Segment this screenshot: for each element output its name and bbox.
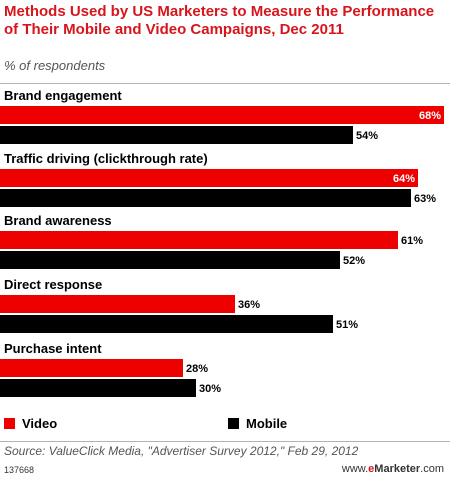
- value-label-video-direct-response: 36%: [238, 299, 260, 311]
- value-label-mobile-brand-engagement: 54%: [356, 130, 378, 142]
- bar-video-direct-response: [0, 295, 235, 313]
- category-label-brand-awareness: Brand awareness: [4, 213, 112, 228]
- bar-video-traffic-driving-clickthrough-rate: [0, 169, 418, 187]
- chart-legend: Video Mobile: [0, 414, 450, 434]
- source-note: Source: ValueClick Media, "Advertiser Su…: [4, 444, 359, 458]
- footer-divider: [0, 441, 450, 442]
- chart-subtitle: % of respondents: [4, 58, 106, 73]
- brand-prefix: www.: [341, 463, 369, 475]
- bar-mobile-traffic-driving-clickthrough-rate: [0, 189, 411, 207]
- value-label-mobile-direct-response: 51%: [336, 319, 358, 331]
- chart-title: Methods Used by US Marketers to Measure …: [4, 3, 435, 38]
- chart-id: 137668: [4, 465, 35, 475]
- legend-swatch-video: [4, 418, 15, 429]
- value-label-mobile-traffic-driving-clickthrough-rate: 63%: [414, 193, 436, 205]
- value-label-video-brand-awareness: 61%: [401, 235, 423, 247]
- brand-e: e: [368, 463, 375, 475]
- legend-label-video: Video: [22, 416, 58, 431]
- legend-label-mobile: Mobile: [246, 416, 288, 431]
- bar-video-purchase-intent: [0, 359, 183, 377]
- brand-name: Marketer: [374, 463, 421, 475]
- legend-swatch-mobile: [228, 418, 239, 429]
- bar-mobile-direct-response: [0, 315, 333, 333]
- bar-video-brand-engagement: [0, 106, 444, 124]
- bar-mobile-brand-engagement: [0, 126, 353, 144]
- category-label-brand-engagement: Brand engagement: [4, 88, 122, 103]
- bar-mobile-purchase-intent: [0, 379, 196, 397]
- category-label-traffic-driving-clickthrough-rate: Traffic driving (clickthrough rate): [4, 151, 208, 166]
- bar-video-brand-awareness: [0, 231, 398, 249]
- value-label-video-traffic-driving-clickthrough-rate: 64%: [393, 173, 415, 185]
- brand-logo: www.eMarketer.com: [342, 463, 444, 475]
- value-label-mobile-purchase-intent: 30%: [199, 383, 221, 395]
- value-label-video-purchase-intent: 28%: [186, 363, 208, 375]
- bar-mobile-brand-awareness: [0, 251, 340, 269]
- category-label-direct-response: Direct response: [4, 277, 102, 292]
- brand-suffix: .com: [420, 463, 444, 475]
- value-label-mobile-brand-awareness: 52%: [343, 255, 365, 267]
- title-divider: [0, 83, 450, 84]
- value-label-video-brand-engagement: 68%: [419, 110, 441, 122]
- category-label-purchase-intent: Purchase intent: [4, 341, 102, 356]
